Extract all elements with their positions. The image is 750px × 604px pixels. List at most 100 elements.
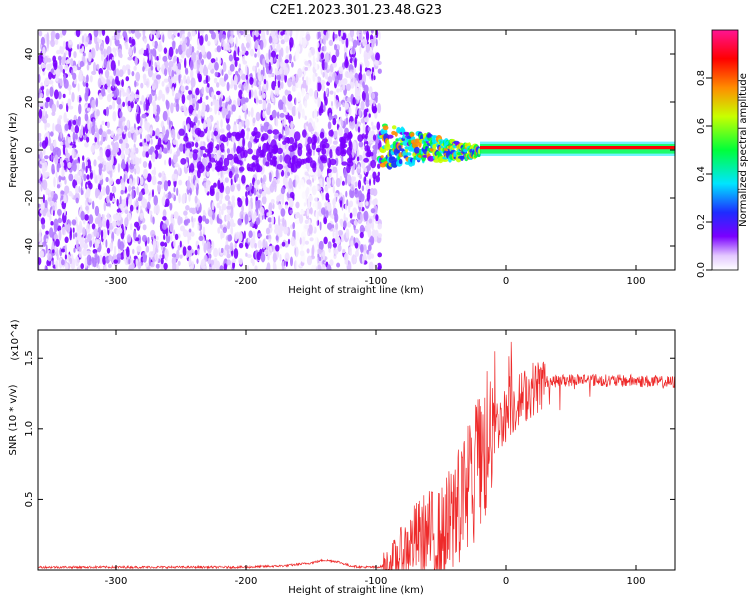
- spectrogram-cell: [181, 33, 185, 42]
- spectrogram-cell: [42, 118, 48, 124]
- spectrogram-cell: [280, 208, 286, 217]
- spectrogram-cell: [238, 231, 243, 243]
- spectrogram-cell: [100, 50, 104, 55]
- spectrogram-cell: [119, 195, 122, 207]
- spectrogram-cell: [239, 210, 245, 220]
- spectrogram-cell: [110, 85, 116, 92]
- colorbar-tick-label: 0.0: [696, 262, 707, 278]
- spectrogram-cell: [42, 194, 46, 204]
- spectrogram-ylabel: Frequency (Hz): [8, 112, 19, 188]
- spectrogram-cell: [154, 40, 158, 49]
- snr-ylabel: SNR (10 * v/v): [8, 384, 19, 455]
- spectrogram-cell: [110, 60, 116, 71]
- spectrogram-cell: [332, 185, 336, 194]
- spectrogram-cell: [353, 236, 356, 246]
- spectrogram-cell: [135, 157, 139, 163]
- spectrogram-cell: [119, 90, 122, 98]
- spectrogram-cell: [317, 264, 322, 270]
- spectrogram-cell: [370, 38, 375, 44]
- spectrogram-cell: [292, 222, 296, 230]
- spectrogram-cell: [245, 252, 248, 257]
- spectrogram-cell: [156, 56, 160, 61]
- spectrogram-cell: [367, 228, 372, 238]
- spectrogram-cell: [106, 212, 110, 222]
- spectrogram-cell: [275, 235, 279, 241]
- spectrogram-cell: [273, 134, 279, 140]
- spectrogram-cell: [268, 61, 271, 71]
- spectrogram-cell: [46, 259, 50, 267]
- spectrogram-cell: [197, 109, 201, 119]
- spectrogram-cell: [321, 157, 327, 164]
- spectrogram-cell: [202, 153, 207, 158]
- spectrogram-cell: [250, 258, 254, 264]
- spectrogram-cell: [284, 252, 290, 262]
- spectrogram-cell: [207, 257, 212, 265]
- spectrogram-cell: [268, 245, 273, 256]
- spectrogram-cell: [62, 68, 65, 74]
- spectrogram-cell: [76, 95, 80, 103]
- spectrogram-cell: [131, 71, 135, 77]
- spectrogram-cell: [336, 88, 340, 93]
- spectrogram-cell: [211, 201, 215, 211]
- spectrogram-cell: [197, 224, 200, 231]
- spectrogram-cell: [97, 255, 100, 265]
- spectrogram-cell: [268, 223, 272, 229]
- spectrogram-cell: [372, 144, 378, 150]
- spectrogram-cell: [359, 193, 365, 202]
- spectrogram-cell: [154, 61, 157, 68]
- spectrogram-cell: [111, 141, 115, 146]
- spectrogram-cell: [333, 248, 339, 255]
- spectrogram-cell: [162, 110, 168, 122]
- spectrogram-cell: [331, 54, 337, 64]
- spectrogram-cell: [38, 74, 41, 83]
- spectrogram-cell: [118, 139, 123, 144]
- spectrogram-cell: [45, 188, 50, 196]
- spectrogram-cell: [150, 30, 153, 40]
- spectrogram-cell: [367, 133, 370, 143]
- spectrogram-cell: [239, 69, 244, 76]
- spectrogram-cell: [176, 249, 180, 260]
- spectrogram-cell: [249, 163, 256, 168]
- spectrogram-cell: [351, 120, 356, 129]
- spectrogram-cell: [136, 245, 142, 252]
- spectrogram-cell: [109, 242, 114, 252]
- spectrogram-cell: [268, 238, 272, 243]
- spectrogram-cell: [190, 231, 195, 237]
- colorbar-tick-label: 0.8: [696, 70, 707, 86]
- spectrogram-cell: [287, 171, 291, 177]
- spectrogram-cell: [89, 172, 93, 180]
- spectrogram-cell: [338, 126, 343, 137]
- spectrogram-cell: [247, 148, 253, 155]
- spectrogram-cell: [151, 175, 157, 186]
- spectrogram-cell: [98, 128, 103, 136]
- spectrogram-cell: [109, 192, 113, 201]
- spectrogram-cell: [226, 81, 230, 92]
- spectrogram-cell: [52, 249, 55, 254]
- spectrogram-cell: [85, 82, 89, 88]
- spectrogram-cell: [117, 212, 122, 221]
- spectrogram-cell: [164, 68, 168, 77]
- spectrogram-cell: [370, 208, 376, 214]
- spectrogram-cell: [175, 102, 180, 112]
- spectrogram-cell: [319, 221, 322, 231]
- spectrogram-cell: [152, 235, 155, 240]
- spectrogram-cell: [54, 154, 59, 165]
- spectrogram-cell: [39, 250, 45, 258]
- spectrogram-cell: [262, 174, 267, 183]
- spectrogram-cell: [163, 180, 169, 192]
- spectrogram-cell: [284, 125, 290, 136]
- spectrogram-cell: [369, 152, 374, 157]
- snr-frame: [37, 329, 676, 571]
- spectrogram-xtick-label: -300: [105, 276, 128, 287]
- spectrogram-cell: [259, 206, 265, 216]
- spectrogram-cell: [345, 117, 349, 125]
- spectrogram-ytick-label: 40: [24, 48, 35, 61]
- spectrogram-cell: [196, 161, 203, 170]
- spectrogram-cell: [276, 59, 280, 69]
- spectrogram-cell: [115, 75, 119, 85]
- spectrogram-cell: [170, 102, 174, 114]
- spectrogram-cell: [157, 153, 162, 159]
- spectrogram-cell: [337, 244, 342, 252]
- spectrogram-cell: [86, 197, 89, 203]
- spectrogram-cell: [175, 48, 179, 55]
